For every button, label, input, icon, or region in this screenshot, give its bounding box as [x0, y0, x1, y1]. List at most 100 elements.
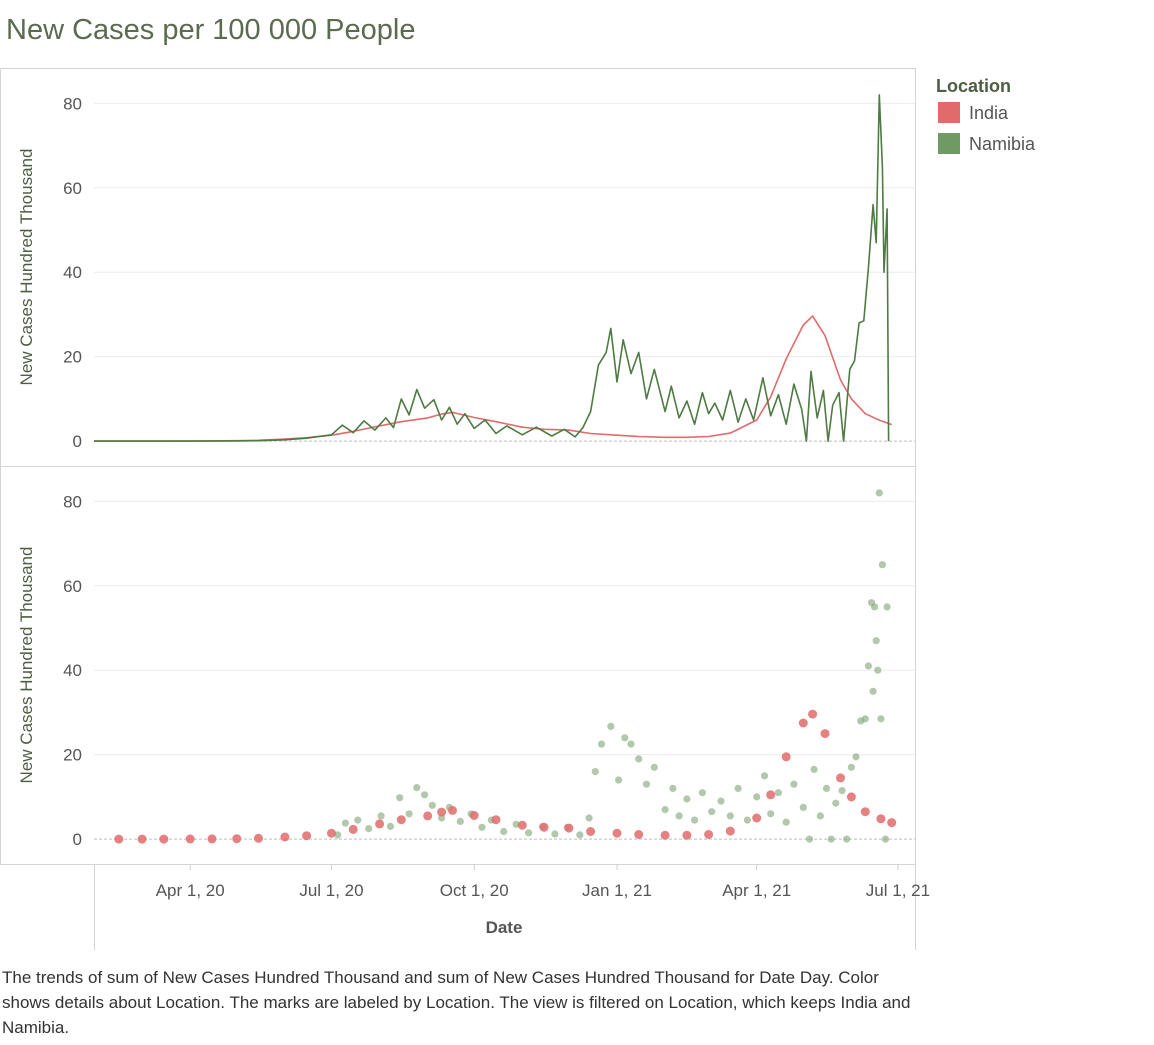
- point-namibia: [365, 825, 373, 833]
- y-axis-title: New Cases Hundred Thousand: [17, 547, 36, 784]
- point-namibia: [691, 816, 699, 824]
- point-namibia: [341, 819, 349, 827]
- point-india: [808, 709, 818, 719]
- chart-canvas: 0 20 40 60 80 New Cases Hundred Thousand 0 20 4…: [0, 68, 1036, 950]
- point-india: [876, 814, 886, 824]
- point-namibia: [413, 784, 421, 792]
- point-india: [254, 833, 263, 843]
- line-panel: 0 20 40 60 80 New Cases Hundred Thousand: [17, 94, 915, 451]
- point-namibia: [847, 763, 856, 771]
- chart-frame: [0, 68, 916, 950]
- point-india: [820, 729, 830, 739]
- x-tick-label: Oct 1, 20: [440, 881, 509, 900]
- point-namibia: [767, 810, 775, 818]
- point-india: [612, 828, 622, 838]
- point-india: [725, 826, 735, 836]
- y-axis-title: New Cases Hundred Thousand: [17, 149, 36, 386]
- point-india: [781, 752, 791, 762]
- x-axis: Apr 1, 20 Jul 1, 20 Oct 1, 20 Jan 1, 21 Apr …: [156, 864, 930, 937]
- point-namibia: [597, 740, 606, 748]
- point-namibia: [661, 806, 669, 814]
- point-namibia: [822, 784, 831, 793]
- point-namibia: [669, 784, 677, 793]
- point-namibia: [698, 789, 707, 797]
- point-namibia: [878, 561, 887, 569]
- point-india: [137, 834, 147, 844]
- point-namibia: [650, 763, 658, 771]
- point-namibia: [816, 812, 824, 820]
- point-india: [682, 830, 692, 840]
- point-india: [491, 815, 501, 825]
- y-tick-label: 0: [73, 830, 82, 849]
- point-namibia: [774, 789, 783, 797]
- x-axis-title: Date: [486, 918, 523, 937]
- point-namibia: [726, 812, 734, 820]
- series-points-india: [114, 709, 897, 844]
- point-namibia: [386, 822, 394, 831]
- point-namibia: [551, 830, 559, 838]
- point-india: [660, 830, 670, 840]
- point-namibia: [607, 722, 615, 731]
- point-namibia: [734, 784, 742, 793]
- point-namibia: [799, 803, 807, 812]
- point-india: [207, 834, 217, 844]
- x-tick-label: Apr 1, 21: [722, 881, 791, 900]
- y-tick-label: 20: [63, 348, 82, 367]
- point-namibia: [871, 603, 879, 611]
- point-india: [423, 811, 433, 821]
- point-india: [375, 819, 385, 829]
- point-india: [752, 813, 762, 823]
- point-namibia: [838, 787, 846, 795]
- point-namibia: [405, 810, 413, 818]
- point-namibia: [827, 835, 835, 843]
- point-india: [887, 818, 897, 828]
- point-india: [159, 834, 169, 844]
- series-line-india: [93, 315, 892, 442]
- legend-swatch-india: [938, 102, 960, 123]
- y-tick-label: 20: [63, 746, 82, 765]
- point-namibia: [421, 791, 429, 799]
- point-namibia: [805, 835, 814, 843]
- point-india: [448, 805, 457, 815]
- point-india: [860, 807, 870, 817]
- point-namibia: [864, 662, 873, 670]
- point-namibia: [615, 776, 623, 784]
- x-tick-label: Apr 1, 20: [156, 881, 225, 900]
- y-tick-label: 80: [63, 94, 82, 113]
- point-namibia: [869, 687, 877, 695]
- point-india: [348, 824, 358, 834]
- point-namibia: [753, 793, 761, 801]
- point-india: [836, 773, 845, 783]
- point-namibia: [872, 637, 880, 645]
- y-tick-label: 60: [63, 179, 82, 198]
- point-namibia: [881, 835, 890, 843]
- point-india: [114, 834, 124, 844]
- point-india: [704, 830, 714, 839]
- y-tick-label: 40: [63, 661, 82, 680]
- point-india: [798, 718, 808, 728]
- point-namibia: [883, 603, 891, 611]
- point-india: [185, 834, 195, 844]
- point-namibia: [743, 816, 752, 824]
- chart-title: New Cases per 100 000 People: [6, 14, 416, 46]
- point-india: [634, 830, 644, 839]
- point-namibia: [525, 829, 533, 837]
- legend-swatch-namibia: [938, 133, 960, 154]
- point-namibia: [500, 827, 508, 836]
- point-india: [396, 815, 406, 825]
- point-namibia: [576, 831, 584, 839]
- point-namibia: [675, 812, 683, 820]
- point-namibia: [627, 740, 635, 748]
- legend: Location India Namibia: [936, 76, 1036, 154]
- point-namibia: [591, 768, 599, 776]
- x-tick-label: Jul 1, 20: [299, 881, 363, 900]
- point-india: [232, 834, 242, 844]
- point-namibia: [428, 801, 436, 809]
- point-namibia: [635, 755, 643, 763]
- point-namibia: [708, 808, 716, 816]
- y-tick-label: 80: [63, 492, 82, 511]
- point-namibia: [760, 772, 769, 780]
- point-india: [586, 827, 596, 836]
- point-namibia: [877, 715, 885, 723]
- point-namibia: [832, 799, 840, 807]
